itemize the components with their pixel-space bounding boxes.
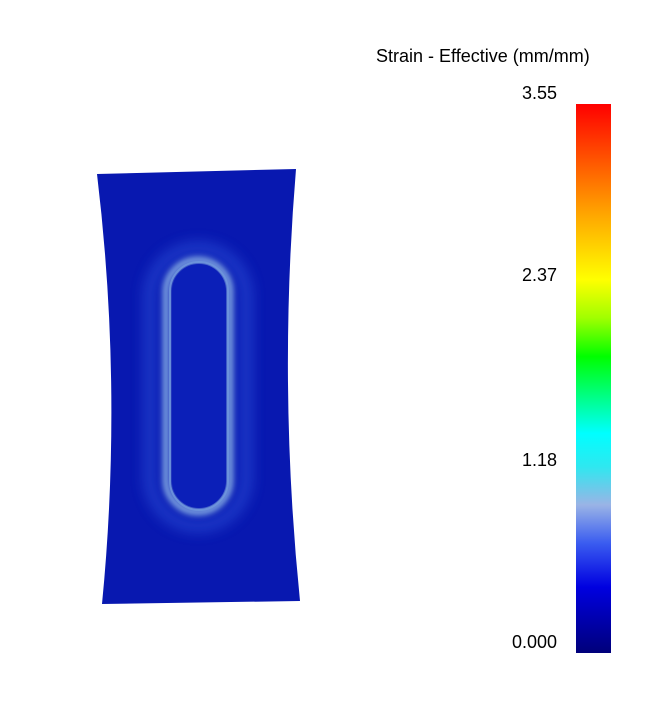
color-scale-bar <box>576 104 611 653</box>
scale-min-label: 0.000 <box>511 632 557 652</box>
slot-strain-halo <box>143 241 253 533</box>
scale-tick-label: 2.37 <box>521 265 557 285</box>
scale-max-label: 3.55 <box>521 83 557 103</box>
slot-rim <box>162 256 234 516</box>
scale-tick-label: 1.18 <box>521 450 557 470</box>
slot-edge <box>169 261 229 511</box>
slot-hole <box>172 264 226 508</box>
legend-title: Strain - Effective (mm/mm) <box>376 46 590 66</box>
